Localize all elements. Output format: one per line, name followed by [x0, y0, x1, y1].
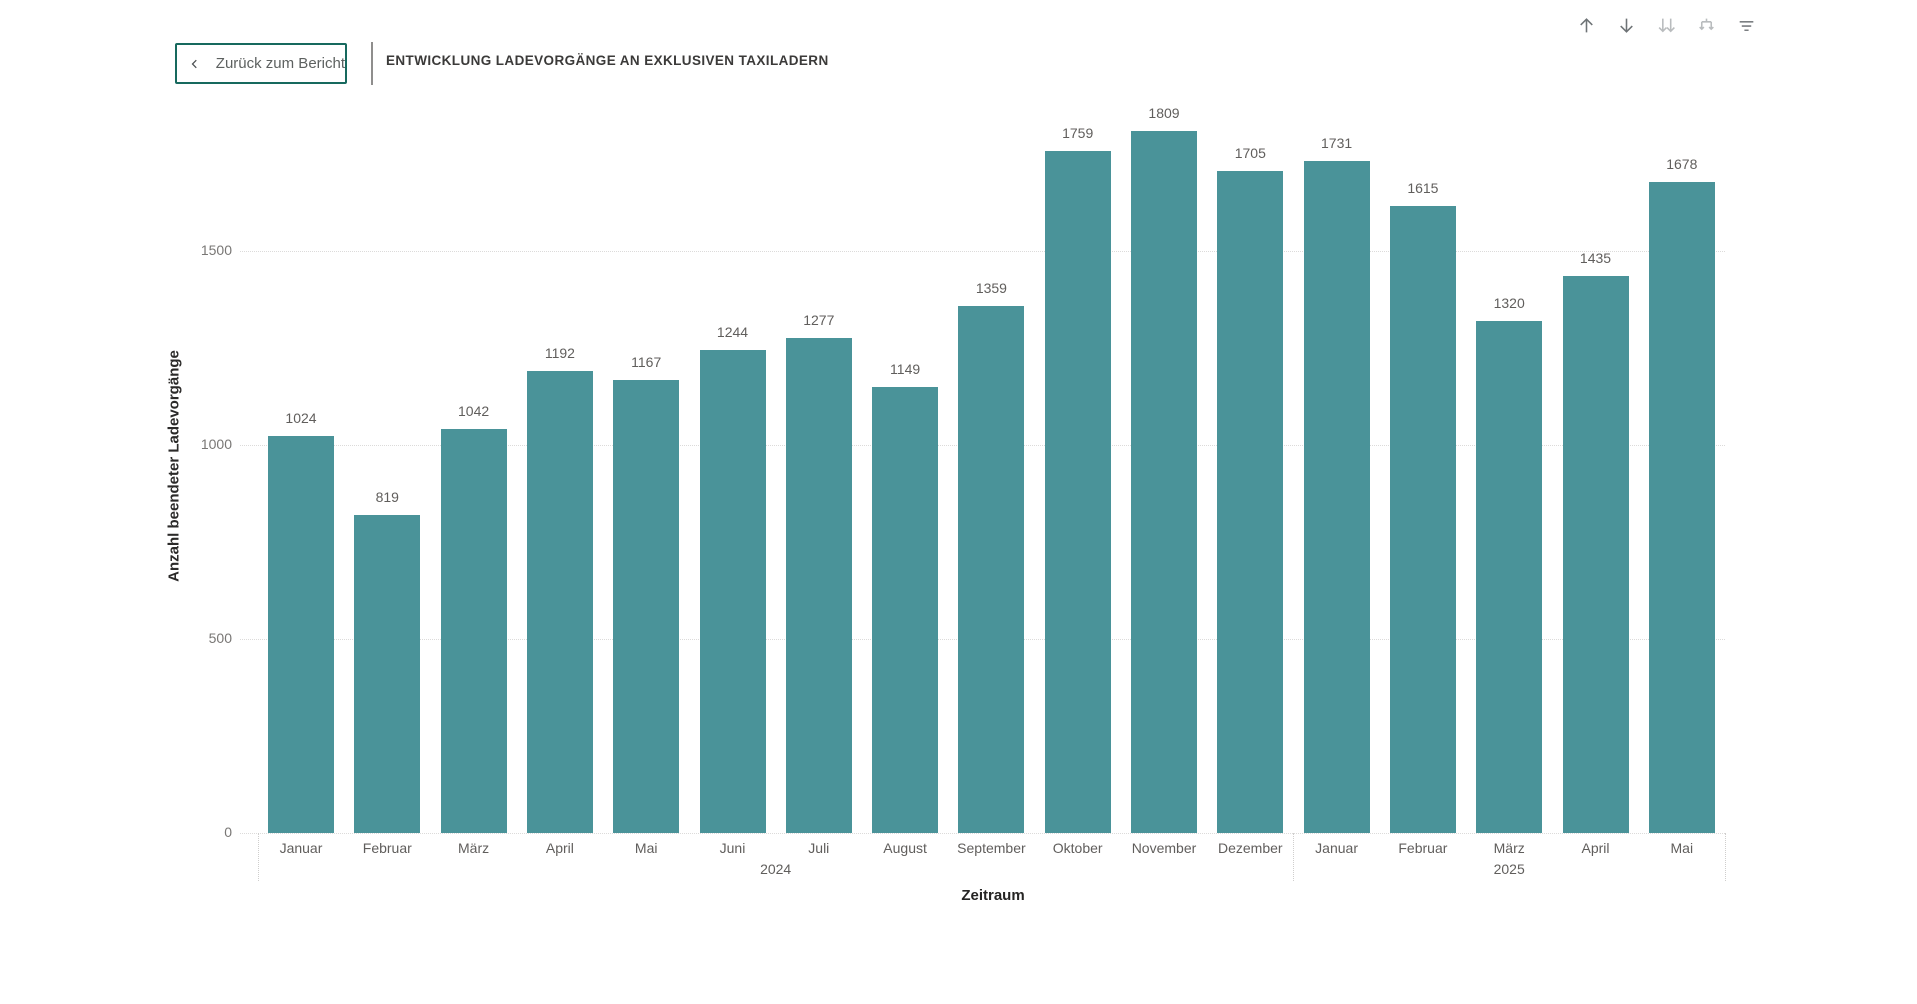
bar-september-8[interactable]: [958, 305, 1025, 833]
year-label-2025: 2025: [1493, 861, 1525, 877]
x-tick-label: Mai: [634, 840, 658, 856]
year-label-2024: 2024: [760, 861, 792, 877]
bar-value-label: 1809: [1148, 105, 1180, 122]
bar-value-label: 1731: [1321, 135, 1353, 152]
y-tick-label: 1500: [200, 242, 232, 258]
back-button-label: Zurück zum Bericht: [215, 55, 345, 72]
bar-value-label: 1320: [1493, 294, 1525, 311]
filter-button[interactable]: [1733, 12, 1759, 38]
x-tick-label: Februar: [362, 840, 412, 856]
y-tick-label: 0: [224, 824, 232, 840]
bar-april-3[interactable]: [526, 370, 593, 833]
bar-value-label: 1359: [975, 279, 1007, 296]
x-tick-label: Januar: [1315, 840, 1358, 856]
bar-value-label: 1277: [803, 311, 835, 328]
x-tick-label: Mai: [1670, 840, 1694, 856]
bar-value-label: 1042: [458, 402, 490, 419]
arrow-down-icon: [1619, 18, 1633, 33]
gridline-1500: [240, 251, 1725, 252]
bar-value-label: 1149: [890, 361, 921, 378]
x-tick-label: Februar: [1398, 840, 1448, 856]
bar-value-label: 1244: [716, 324, 749, 341]
page-title: ENTWICKLUNG LADEVORGÄNGE AN EXKLUSIVEN T…: [386, 53, 829, 68]
bar-mai-16[interactable]: [1648, 181, 1715, 833]
double-arrow-down-icon: [1658, 18, 1675, 32]
bar-märz-14[interactable]: [1476, 320, 1543, 833]
bar-dezember-11[interactable]: [1217, 171, 1284, 833]
x-tick-label: Juli: [808, 840, 830, 856]
bar-februar-1[interactable]: [354, 515, 421, 833]
arrow-up-icon: [1579, 17, 1593, 32]
bar-value-label: 1705: [1234, 145, 1266, 162]
bar-januar-0[interactable]: [268, 435, 334, 833]
year-separator: [1293, 833, 1294, 881]
x-tick-label: August: [883, 840, 927, 856]
chevron-left-icon: [191, 59, 197, 68]
x-tick-label: März: [1493, 840, 1525, 856]
bar-märz-2[interactable]: [440, 428, 507, 833]
bar-value-label: 1678: [1666, 155, 1698, 172]
back-to-report-button[interactable]: Zurück zum Bericht: [175, 43, 347, 84]
bar-februar-13[interactable]: [1389, 206, 1456, 833]
bar-januar-12[interactable]: [1303, 161, 1370, 833]
drill-up-button[interactable]: [1573, 12, 1599, 38]
x-tick-label: März: [458, 840, 490, 856]
x-tick-label: Dezember: [1217, 840, 1283, 856]
drill-toolbar: [1573, 12, 1759, 38]
filter-icon: [1739, 20, 1753, 31]
drill-down-button[interactable]: [1613, 12, 1639, 38]
bar-value-label: 1024: [285, 409, 317, 426]
x-tick-label: April: [1581, 840, 1610, 856]
year-separator: [258, 833, 259, 881]
bar-oktober-9[interactable]: [1044, 150, 1111, 833]
x-tick-label: Juni: [719, 840, 746, 856]
x-axis-title: Zeitraum: [961, 887, 1025, 904]
x-tick-label: November: [1131, 840, 1197, 856]
bar-mai-4[interactable]: [613, 380, 680, 833]
go-to-next-level-button[interactable]: [1653, 12, 1679, 38]
bar-juli-6[interactable]: [785, 337, 852, 833]
gridline-0: [240, 833, 1725, 834]
x-tick-label: April: [545, 840, 574, 856]
x-tick-label: September: [957, 840, 1026, 856]
bar-august-7[interactable]: [872, 387, 939, 833]
header-divider: [371, 42, 373, 85]
bar-value-label: 1615: [1407, 180, 1439, 197]
y-axis-title: Anzahl beendeter Ladevorgänge: [165, 350, 183, 582]
bar-value-label: 1759: [1062, 124, 1094, 141]
year-separator: [1725, 833, 1726, 881]
bar-juni-5[interactable]: [699, 350, 766, 833]
bar-value-label: 1435: [1579, 250, 1612, 267]
y-tick-label: 1000: [200, 436, 232, 452]
x-tick-label: Januar: [279, 840, 323, 856]
x-tick-label: Oktober: [1052, 840, 1103, 856]
bar-november-10[interactable]: [1131, 131, 1197, 833]
bar-value-label: 1167: [631, 354, 662, 371]
bar-value-label: 1192: [544, 344, 575, 361]
bar-april-15[interactable]: [1562, 276, 1629, 833]
expand-all-button[interactable]: [1693, 12, 1719, 38]
expand-hierarchy-icon: [1698, 18, 1714, 30]
bar-value-label: 819: [375, 489, 399, 506]
y-tick-label: 500: [208, 630, 232, 646]
